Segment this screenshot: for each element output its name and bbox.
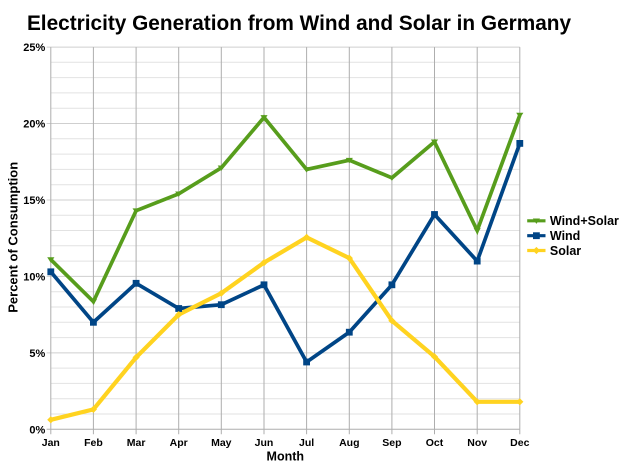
svg-text:Nov: Nov: [467, 437, 487, 449]
svg-text:Wind+Solar: Wind+Solar: [550, 214, 619, 228]
svg-text:Dec: Dec: [510, 437, 529, 449]
svg-text:5%: 5%: [29, 348, 45, 360]
svg-text:Mar: Mar: [127, 437, 146, 449]
svg-text:Aug: Aug: [339, 437, 359, 449]
svg-text:Month: Month: [267, 450, 304, 464]
svg-text:Oct: Oct: [426, 437, 444, 449]
svg-text:Apr: Apr: [170, 437, 188, 449]
svg-text:25%: 25%: [23, 42, 45, 54]
svg-text:10%: 10%: [23, 271, 45, 283]
svg-text:Electricity Generation from Wi: Electricity Generation from Wind and Sol…: [27, 12, 572, 35]
svg-text:0%: 0%: [29, 424, 45, 436]
svg-text:20%: 20%: [23, 119, 45, 131]
svg-text:Wind: Wind: [550, 229, 580, 243]
svg-text:Jul: Jul: [299, 437, 314, 449]
svg-text:Solar: Solar: [550, 244, 581, 258]
svg-text:Feb: Feb: [84, 437, 103, 449]
svg-text:Jan: Jan: [42, 437, 60, 449]
svg-text:Jun: Jun: [255, 437, 274, 449]
svg-text:Percent of Consumption: Percent of Consumption: [6, 162, 21, 313]
svg-text:Sep: Sep: [382, 437, 401, 449]
svg-text:15%: 15%: [23, 195, 45, 207]
svg-text:May: May: [211, 437, 232, 449]
